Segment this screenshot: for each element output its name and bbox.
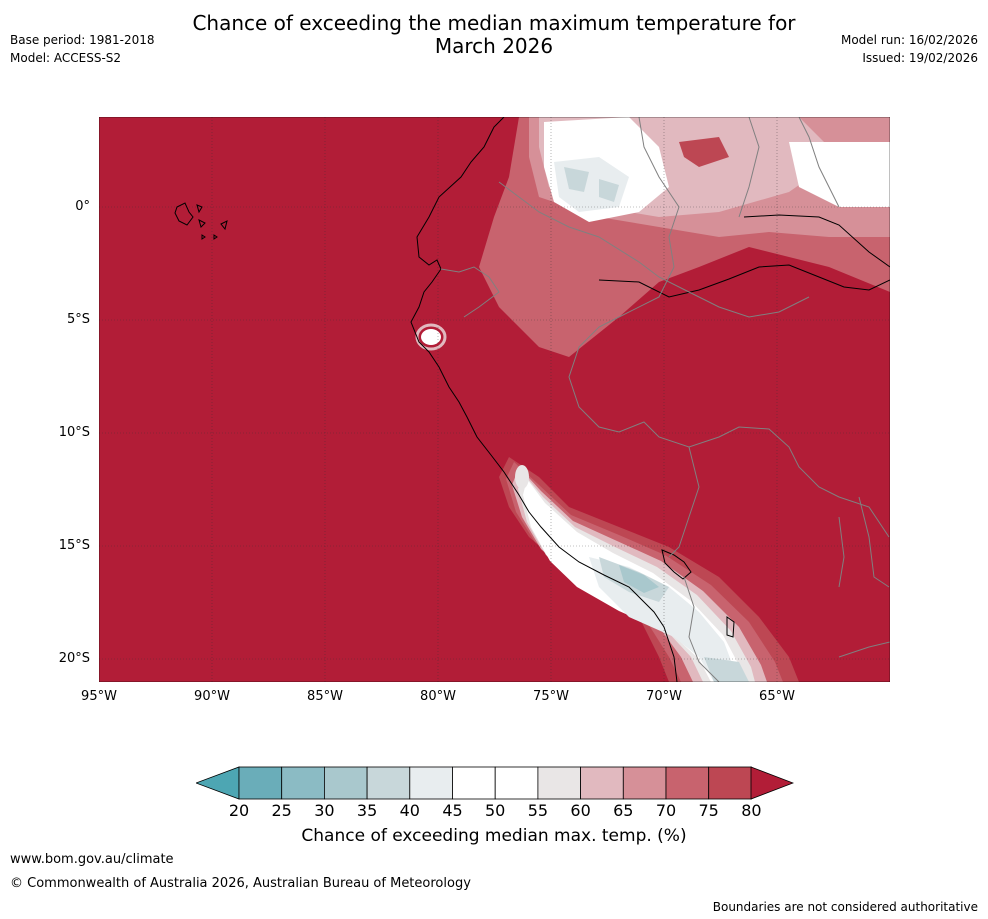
issued-date: Issued: 19/02/2026 (862, 51, 978, 65)
colorbar-cell (366, 766, 411, 800)
contour-30-andes (619, 565, 659, 593)
colorbar-title: Chance of exceeding median max. temp. (%… (301, 826, 687, 846)
coastline-caribbean (743, 214, 890, 268)
colorbar-tick-label: 45 (442, 801, 463, 820)
colorbar-tick-label: 55 (527, 801, 549, 820)
lon-tick-80w: 80°W (420, 689, 456, 704)
probability-map (99, 117, 890, 682)
lat-tick-20s: 20°S (58, 651, 90, 666)
colorbar-under-arrow (196, 766, 240, 800)
colorbar-tick-label: 75 (698, 801, 719, 820)
contour-spot-lima (515, 465, 529, 489)
contour-spot-south-peru (536, 505, 552, 519)
lake-poopo (726, 616, 735, 638)
colorbar-cell (452, 766, 496, 800)
lon-tick-75w: 75°W (533, 689, 569, 704)
galapagos-islands (174, 202, 228, 240)
lon-tick-85w: 85°W (307, 689, 343, 704)
colorbar-tick-label: 70 (655, 801, 677, 820)
contour-60-northwest (639, 117, 659, 132)
colorbar-cell (665, 766, 710, 800)
lon-tick-65w: 65°W (759, 689, 795, 704)
contour-35-north-b (599, 179, 619, 202)
title-line-2: March 2026 (434, 34, 554, 58)
lon-tick-95w: 95°W (81, 689, 117, 704)
contour-spot-north-peru (421, 329, 441, 345)
country-borders (440, 117, 890, 682)
contour-75-spot (679, 137, 729, 167)
colorbar-over-arrow (750, 766, 794, 800)
contour-40-andes-south (704, 657, 749, 682)
colorbar (196, 766, 794, 800)
footer-url[interactable]: www.bom.gov.au/climate (10, 852, 174, 867)
colorbar-tick-label: 80 (741, 801, 762, 820)
colorbar-cell (238, 766, 283, 800)
base-period: Base period: 1981-2018 (10, 33, 155, 47)
footer-copyright: © Commonwealth of Australia 2026, Austra… (10, 876, 471, 891)
colorbar-tick-label: 40 (399, 801, 420, 820)
graticule (99, 117, 890, 682)
colorbar-cell (409, 766, 453, 800)
colorbar-cell (281, 766, 325, 800)
colorbar-tick-label: 50 (485, 801, 506, 820)
colorbar-tick-label: 30 (314, 801, 335, 820)
lat-tick-15s: 15°S (58, 538, 90, 553)
colorbar-tick-label: 60 (570, 801, 591, 820)
colorbar-cell (494, 766, 539, 800)
map-title: Chance of exceeding the median maximum t… (0, 12, 988, 58)
contour-50-north-east (789, 142, 890, 207)
colorbar-tick-label: 35 (356, 801, 378, 820)
contour-35-north (564, 167, 589, 192)
colorbar-cell (580, 766, 624, 800)
footer-disclaimer: Boundaries are not considered authoritat… (712, 900, 978, 914)
lat-tick-10s: 10°S (58, 425, 90, 440)
model-run: Model run: 16/02/2026 (840, 33, 978, 47)
coastline (410, 117, 678, 682)
lon-tick-90w: 90°W (194, 689, 230, 704)
colorbar-tick-label: 20 (228, 801, 250, 820)
lat-tick-5s: 5°S (66, 312, 90, 327)
amazon-river (598, 264, 890, 298)
lake-titicaca (661, 549, 692, 580)
title-line-1: Chance of exceeding the median maximum t… (192, 11, 796, 35)
model-name: Model: ACCESS-S2 (10, 51, 122, 65)
colorbar-cell (323, 766, 368, 800)
colorbar-cell (622, 766, 667, 800)
lat-tick-0: 0° (75, 199, 90, 214)
colorbar-cell (708, 766, 752, 800)
colorbar-tick-label: 25 (271, 801, 292, 820)
colorbar-cell (537, 766, 581, 800)
lon-tick-70w: 70°W (646, 689, 682, 704)
colorbar-tick-label: 65 (613, 801, 634, 820)
